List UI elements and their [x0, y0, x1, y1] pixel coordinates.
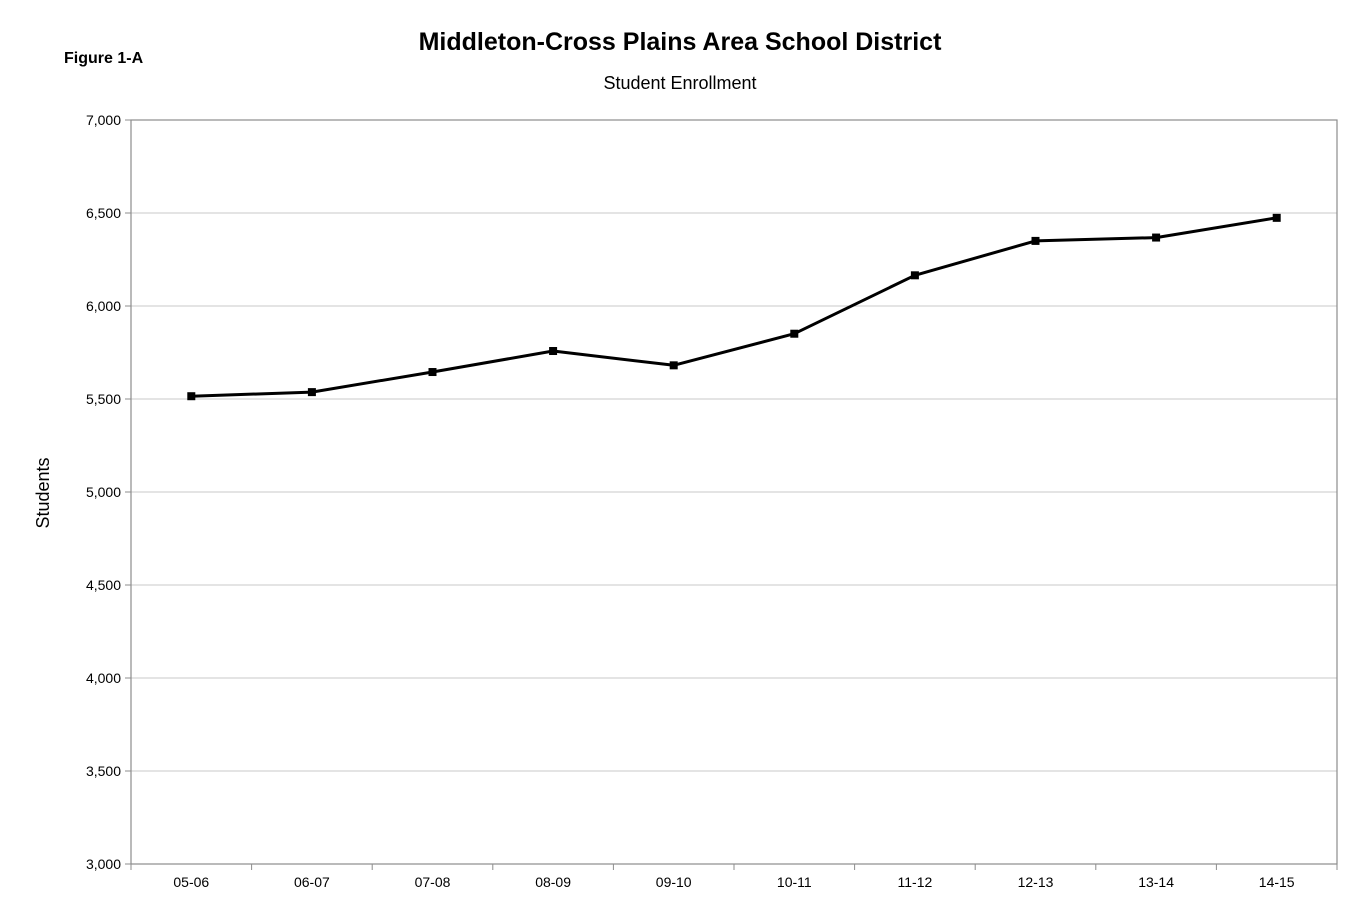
data-point — [549, 347, 558, 356]
data-point — [428, 368, 437, 377]
data-point — [669, 361, 678, 370]
x-tick-label: 08-09 — [535, 874, 571, 890]
data-point — [1272, 213, 1281, 222]
y-tick-label: 4,500 — [86, 577, 121, 593]
x-tick-label: 13-14 — [1138, 874, 1174, 890]
y-tick-label: 4,000 — [86, 670, 121, 686]
y-tick-label: 3,000 — [86, 856, 121, 872]
data-point — [307, 388, 316, 397]
x-tick-label: 05-06 — [173, 874, 209, 890]
y-axis-title: Students — [33, 457, 53, 528]
data-point — [1152, 233, 1161, 242]
data-point — [790, 329, 799, 338]
data-point — [1031, 236, 1040, 245]
x-tick-label: 06-07 — [294, 874, 330, 890]
data-point — [910, 271, 919, 280]
y-tick-label: 7,000 — [86, 112, 121, 128]
gridlines — [131, 212, 1337, 772]
x-tick-label: 07-08 — [415, 874, 451, 890]
y-tick-label: 5,000 — [86, 484, 121, 500]
x-axis: 05-06 06-07 07-08 08-09 09-10 10-11 11-12 12-13… — [130, 864, 1338, 890]
chart-title: Middleton-Cross Plains Area School Distr… — [419, 28, 942, 56]
y-tick-label: 5,500 — [86, 391, 121, 407]
y-tick-label: 6,500 — [86, 205, 121, 221]
x-tick-label: 11-12 — [898, 874, 933, 890]
data-point — [187, 392, 196, 401]
x-tick-label: 10-11 — [777, 874, 812, 890]
y-tick-label: 3,500 — [86, 763, 121, 779]
y-tick-label: 6,000 — [86, 298, 121, 314]
x-tick-label: 09-10 — [656, 874, 692, 890]
x-tick-label: 12-13 — [1018, 874, 1054, 890]
y-axis: 3,000 3,500 4,000 4,500 5,000 5,500 6,000 6,500… — [86, 112, 131, 872]
x-tick-label: 14-15 — [1259, 874, 1295, 890]
series-line — [191, 216, 1277, 398]
figure-label: Figure 1-A — [64, 50, 144, 67]
chart-subtitle: Student Enrollment — [603, 73, 756, 93]
series-line-group — [187, 213, 1281, 401]
